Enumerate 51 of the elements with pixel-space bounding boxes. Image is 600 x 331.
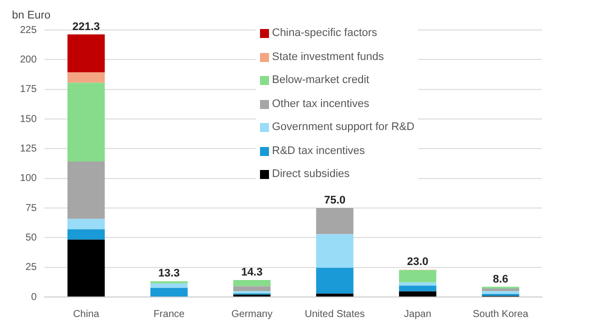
bar — [67, 240, 105, 296]
total-label: 13.3 — [158, 268, 180, 280]
bar — [150, 283, 188, 288]
y-tick-label: 75 — [26, 202, 38, 214]
bar — [67, 229, 105, 240]
y-tick-label: 200 — [20, 54, 38, 66]
legend-label: China-specific factors — [272, 26, 378, 41]
bar — [67, 82, 105, 162]
bar — [316, 234, 354, 268]
bar — [67, 218, 105, 230]
y-tick-label: 150 — [20, 114, 38, 125]
bar — [482, 288, 520, 292]
bar — [316, 268, 354, 294]
bar — [316, 294, 354, 296]
bar — [67, 161, 105, 219]
y-tick-label: 225 — [20, 24, 38, 36]
legend-label: Direct subsidies — [272, 167, 350, 182]
bar — [399, 291, 436, 296]
bar — [399, 270, 436, 282]
x-tick-label: China — [73, 308, 100, 320]
y-tick-label: 175 — [20, 84, 38, 96]
y-axis-title: bn Euro — [12, 10, 51, 22]
x-tick-label: Germany — [231, 308, 272, 320]
legend-label: Other tax incentives — [272, 96, 370, 112]
legend-label: Government support for R&D — [272, 120, 414, 135]
legend-label: R&D tax incentives — [272, 144, 365, 158]
total-label: 23.0 — [406, 256, 428, 268]
x-tick-label: United States — [304, 308, 365, 320]
bar — [233, 286, 271, 292]
total-label: 75.0 — [324, 194, 346, 207]
y-tick-label: 25 — [26, 262, 38, 274]
legend-label: State investment funds — [272, 50, 384, 64]
bar — [67, 72, 105, 83]
legend-label: Below-market credit — [272, 73, 370, 88]
bar — [399, 286, 436, 292]
bar — [316, 208, 354, 234]
x-tick-label: South Korea — [472, 308, 529, 320]
total-label: 8.6 — [492, 273, 508, 286]
bar — [67, 34, 105, 72]
y-tick-label: 100 — [20, 173, 38, 184]
total-label: 14.3 — [241, 266, 263, 279]
bar — [399, 282, 436, 286]
x-tick-label: Japan — [404, 308, 432, 320]
bar — [233, 280, 271, 286]
y-tick-label: 0 — [31, 292, 38, 303]
y-tick-label: 50 — [26, 232, 38, 244]
bar — [150, 288, 188, 296]
total-label: 221.3 — [72, 20, 100, 33]
y-tick-label: 125 — [20, 143, 38, 154]
bar — [482, 291, 520, 294]
x-tick-label: France — [153, 308, 186, 320]
